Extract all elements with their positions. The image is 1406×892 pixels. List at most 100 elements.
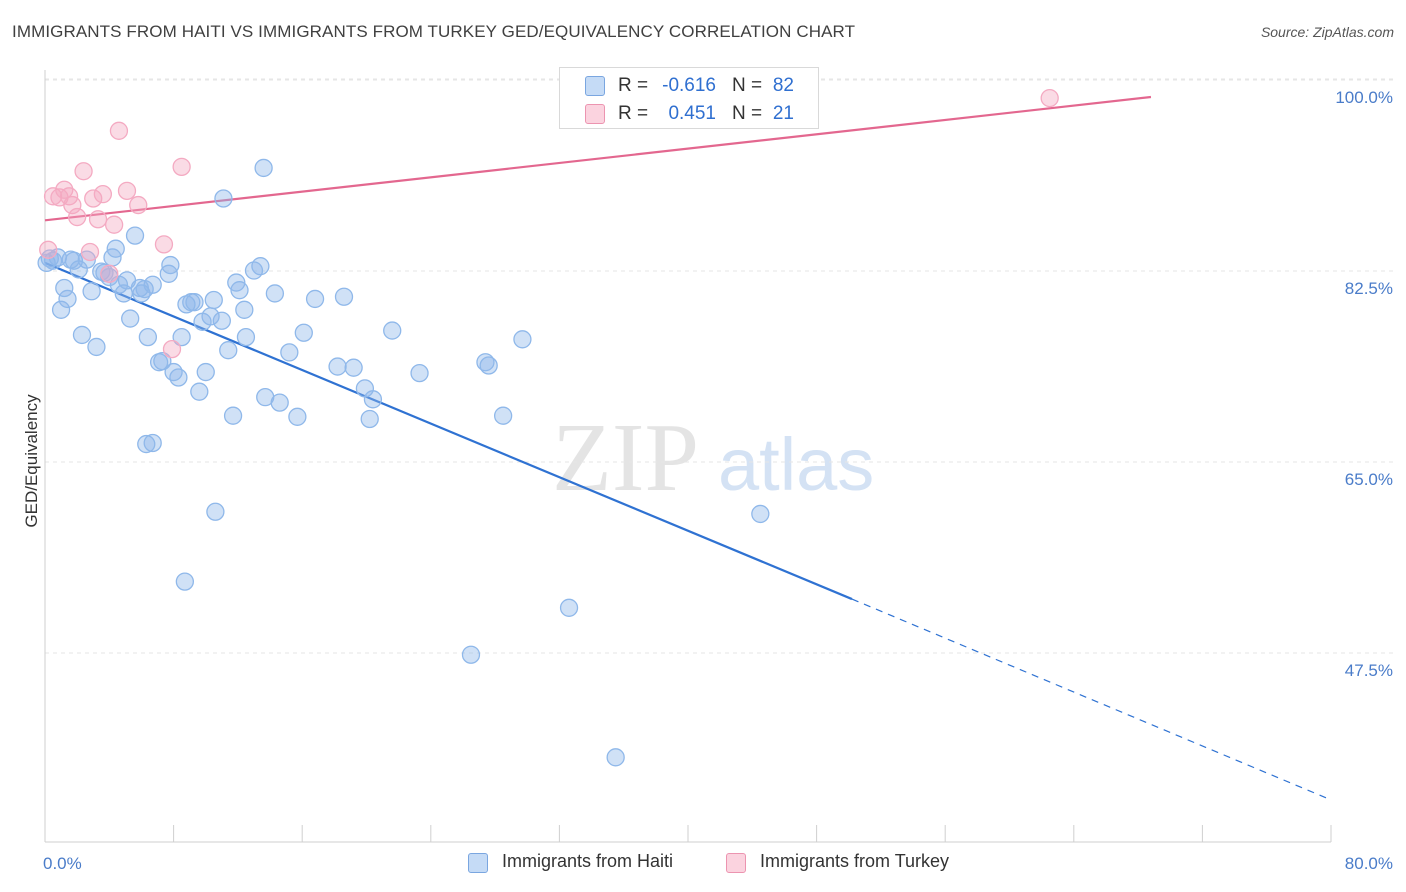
haiti-point: [82, 282, 101, 301]
haiti-legend-label: Immigrants from Haiti: [502, 851, 674, 871]
haiti-point: [344, 358, 363, 377]
x-tick-label-max: 80.0%: [1345, 854, 1393, 873]
haiti-point: [230, 281, 249, 300]
haiti-point: [288, 407, 307, 426]
y-tick-label: 47.5%: [1345, 661, 1393, 680]
turkey-point: [43, 187, 63, 206]
turkey-swatch: [585, 104, 605, 124]
haiti-point: [58, 289, 77, 309]
haiti-point: [164, 362, 183, 382]
haiti-point: [493, 406, 513, 425]
watermark-zip: ZIP: [552, 404, 699, 512]
y-tick-label: 100.0%: [1335, 88, 1393, 107]
haiti-point: [476, 353, 495, 372]
haiti-point: [363, 390, 383, 409]
turkey-point: [104, 215, 124, 234]
haiti-point: [513, 330, 532, 349]
haiti-point: [55, 278, 74, 298]
legend-row-haiti: R = -0.616 N = 82: [560, 72, 818, 100]
haiti-point: [223, 406, 243, 425]
haiti-point: [132, 284, 151, 303]
haiti-point: [214, 189, 233, 208]
turkey-point: [93, 184, 113, 204]
haiti-point: [270, 393, 289, 412]
haiti-point: [125, 226, 145, 245]
haiti-point: [251, 257, 270, 276]
haiti-point: [360, 409, 379, 429]
haiti-point: [121, 309, 140, 328]
n-value-haiti: 82: [772, 75, 794, 96]
haiti-point: [410, 363, 429, 383]
turkey-point: [84, 189, 103, 208]
haiti-point: [169, 368, 188, 387]
haiti-point: [138, 327, 158, 347]
tick-labels: 47.5% 65.0% 82.5% 100.0% 0.0% 80.0%: [43, 88, 1393, 873]
turkey-point: [74, 162, 93, 181]
haiti-point: [235, 300, 254, 319]
haiti-point: [190, 382, 209, 401]
x-tick-label-min: 0.0%: [43, 854, 82, 873]
haiti-point: [87, 337, 106, 357]
haiti-point: [72, 325, 92, 345]
haiti-point: [254, 158, 273, 178]
turkey-point: [1040, 88, 1059, 108]
haiti-point: [185, 293, 204, 312]
haiti-point: [606, 748, 625, 767]
turkey-legend-label: Immigrants from Turkey: [760, 851, 950, 871]
haiti-point: [196, 362, 215, 382]
turkey-point: [109, 121, 129, 140]
haiti-point: [383, 321, 402, 340]
series-legend: Immigrants from Haiti Immigrants from Tu…: [0, 851, 1406, 879]
source-credit: Source: ZipAtlas.com: [1260, 24, 1394, 40]
haiti-point: [265, 284, 285, 303]
haiti-point: [461, 645, 481, 664]
legend-row-turkey: R = 0.451 N = 21: [560, 100, 818, 128]
haiti-point: [212, 311, 231, 330]
y-tick-label: 82.5%: [1345, 279, 1393, 298]
haiti-point: [294, 323, 313, 342]
turkey-point: [39, 240, 58, 259]
haiti-point: [172, 327, 191, 347]
turkey-point: [162, 339, 182, 359]
turkey-point: [88, 210, 108, 229]
haiti-point: [161, 255, 180, 275]
haiti-point: [328, 357, 347, 376]
turkey-point: [80, 242, 100, 262]
haiti-swatch: [585, 76, 605, 96]
haiti-point: [106, 239, 125, 258]
y-axis-label: GED/Equivalency: [22, 394, 41, 528]
turkey-trend-line: [44, 95, 1152, 222]
haiti-point: [206, 502, 225, 521]
haiti-point: [334, 287, 354, 306]
haiti-point: [137, 434, 156, 454]
haiti-point: [153, 351, 172, 371]
haiti-point: [280, 343, 299, 362]
haiti-point: [219, 341, 238, 360]
haiti-point: [204, 290, 223, 310]
r-label: R =: [618, 103, 649, 124]
watermark-atlas: atlas: [718, 423, 874, 506]
haiti-point: [559, 598, 579, 617]
turkey-point: [129, 195, 148, 215]
haiti-trend-line: [44, 261, 853, 601]
n-value-turkey: 21: [772, 103, 794, 124]
haiti-point: [751, 504, 770, 524]
chart-title: IMMIGRANTS FROM HAITI VS IMMIGRANTS FROM…: [12, 22, 856, 41]
haiti-point: [61, 250, 80, 269]
haiti-legend-swatch: [468, 853, 488, 873]
turkey-point: [63, 195, 82, 215]
correlation-legend: R = -0.616 N = 82 R = 0.451 N = 21: [559, 67, 819, 129]
haiti-point: [37, 253, 56, 273]
turkey-point: [172, 157, 191, 177]
r-label: R =: [618, 75, 649, 96]
turkey-point: [100, 264, 119, 283]
n-label: N =: [732, 103, 763, 124]
y-tick-label: 65.0%: [1345, 470, 1393, 489]
r-value-haiti: -0.616: [662, 75, 716, 96]
haiti-point: [51, 300, 71, 319]
data-points: [37, 88, 1059, 767]
turkey-legend-swatch: [726, 853, 746, 873]
watermark: ZIP atlas: [552, 404, 874, 512]
haiti-point: [236, 327, 256, 347]
